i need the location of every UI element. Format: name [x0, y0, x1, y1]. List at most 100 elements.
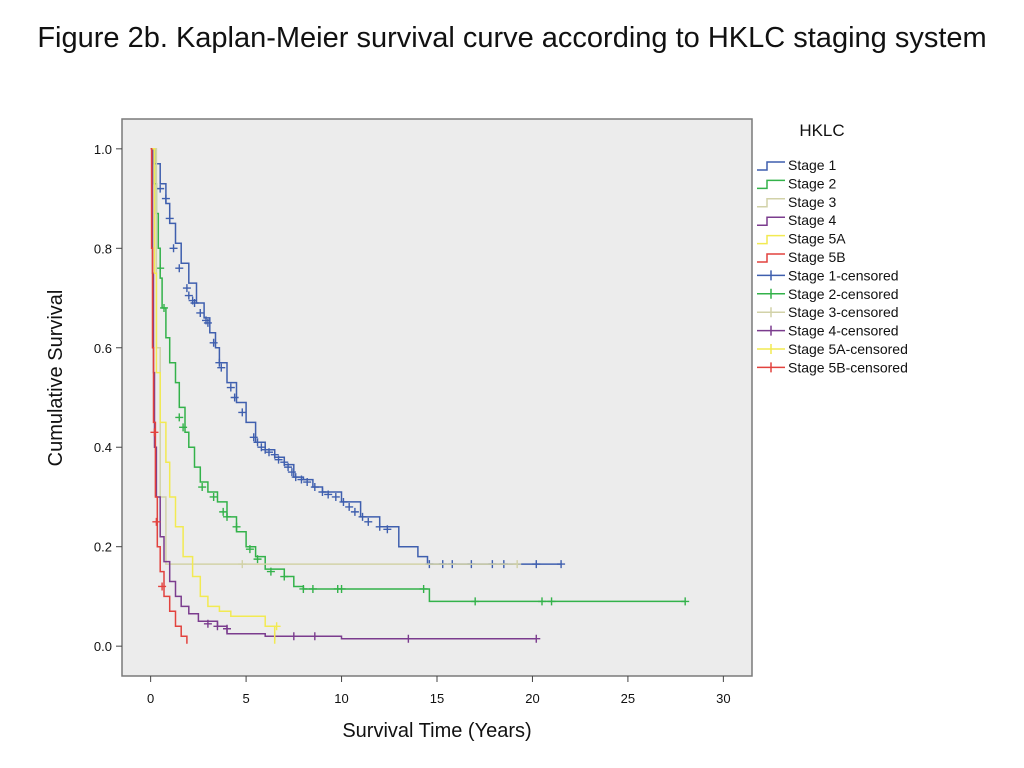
legend-item: Stage 4-censored [757, 323, 899, 339]
censored-marker [198, 483, 207, 492]
legend-censor-swatch [757, 344, 785, 354]
censored-marker [190, 299, 199, 308]
censored-marker [318, 487, 327, 496]
censored-marker [238, 408, 247, 417]
legend-item: Stage 5B-censored [757, 359, 908, 375]
censored-marker [280, 572, 289, 581]
x-tick-label: 15 [430, 691, 444, 706]
censored-marker [203, 318, 212, 327]
x-axis-title: Survival Time (Years) [342, 720, 531, 742]
legend: Stage 1 Stage 2 Stage 3 Stage 4 Stage 5A Stag… [757, 157, 908, 375]
censored-marker [299, 584, 308, 593]
legend-label: Stage 4 [788, 212, 836, 228]
censored-marker [196, 308, 205, 317]
legend-label: Stage 2-censored [788, 286, 899, 302]
censored-marker [223, 624, 231, 633]
series-stage-4 [150, 148, 541, 643]
y-tick-label: 0.6 [94, 341, 112, 356]
censored-marker [345, 502, 354, 511]
legend-item: Stage 1 [757, 157, 836, 173]
censored-marker [217, 363, 226, 372]
censored-marker [266, 567, 275, 576]
x-tick-label: 10 [334, 691, 348, 706]
legend-line-swatch [757, 253, 785, 263]
censored-marker [287, 468, 296, 477]
censored-marker [337, 584, 346, 593]
x-tick-label: 0 [147, 691, 154, 706]
censored-marker [245, 545, 254, 554]
survival-step-line [150, 148, 276, 644]
censored-marker [280, 458, 289, 467]
legend-label: Stage 1 [788, 157, 836, 173]
censored-marker [161, 194, 170, 203]
censored-marker [289, 632, 298, 641]
legend-line-swatch [757, 216, 785, 226]
censored-marker [331, 492, 340, 501]
legend-label: Stage 2 [788, 175, 836, 191]
censored-marker [547, 597, 556, 606]
censored-marker [404, 634, 413, 643]
censored-marker [310, 483, 319, 492]
y-tick-label: 0.8 [94, 241, 112, 256]
series-stage-1 [150, 148, 566, 569]
legend-line-swatch [757, 198, 785, 208]
legend-label: Stage 3 [788, 194, 836, 210]
survival-step-line [150, 148, 188, 644]
censored-marker [223, 512, 231, 521]
censored-marker [297, 475, 306, 484]
censored-marker [339, 497, 348, 506]
series-stage-5a [150, 148, 281, 644]
legend-item: Stage 2-censored [757, 286, 899, 302]
censored-marker [557, 560, 566, 569]
censored-marker [152, 517, 161, 526]
series-layer [150, 148, 690, 644]
censored-marker [532, 634, 541, 643]
censored-marker [538, 597, 546, 606]
legend-line-swatch [757, 234, 785, 245]
censored-marker [179, 423, 188, 432]
x-tick-label: 5 [242, 691, 249, 706]
plot-area [121, 118, 753, 677]
censored-marker [156, 184, 165, 193]
x-tick-label: 20 [525, 691, 539, 706]
legend-line-swatch [757, 179, 785, 190]
censored-marker [303, 478, 312, 487]
censored-marker [274, 455, 283, 464]
censored-marker [150, 428, 159, 437]
axes: 0 5 10 15 20 25 30 0.0 0.2 0.4 0.6 0.8 1.0 [94, 142, 731, 706]
censored-marker [158, 582, 167, 591]
legend-label: Stage 5B [788, 249, 846, 265]
legend-item: Stage 5B [757, 249, 846, 265]
x-tick-label: 25 [621, 691, 635, 706]
legend-label: Stage 5A-censored [788, 341, 908, 357]
legend-item: Stage 1-censored [757, 267, 899, 283]
censored-marker [230, 393, 239, 402]
figure-title: Figure 2b. Kaplan-Meier survival curve a… [37, 22, 987, 54]
censored-marker [284, 463, 293, 472]
censored-marker [291, 473, 300, 482]
censored-marker [165, 214, 174, 223]
legend-label: Stage 3-censored [788, 304, 899, 320]
series-stage-2 [150, 148, 690, 606]
censored-marker [308, 584, 317, 593]
legend-label: Stage 4-censored [788, 323, 899, 339]
censored-marker [350, 507, 359, 516]
censored-marker [232, 522, 241, 531]
legend-label: Stage 5A [788, 231, 846, 247]
censored-marker [265, 448, 273, 457]
censored-marker [272, 622, 281, 631]
legend-censor-swatch [757, 270, 785, 281]
legend-censor-swatch [757, 325, 785, 336]
legend-item: Stage 5A-censored [757, 341, 908, 357]
series-stage-5b [150, 148, 188, 644]
censored-marker [375, 522, 384, 531]
censored-marker [219, 507, 228, 516]
legend-label: Stage 1-censored [788, 267, 899, 283]
censored-marker [471, 597, 480, 606]
censored-marker [513, 560, 522, 569]
censored-marker [270, 450, 279, 459]
censored-marker [364, 517, 373, 526]
censored-marker [681, 597, 690, 606]
censored-marker [324, 490, 333, 499]
y-axis-title: Cumulative Survival [45, 290, 67, 467]
